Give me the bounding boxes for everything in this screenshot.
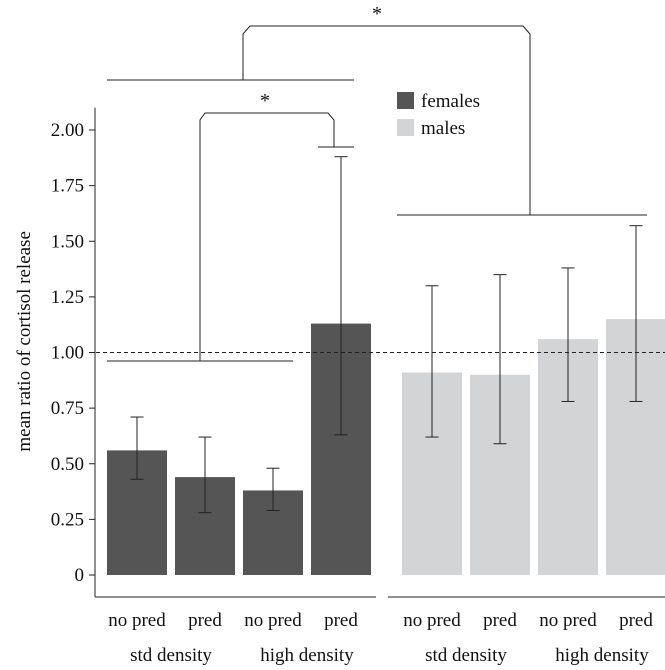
x-category-label: pred bbox=[188, 610, 222, 631]
legend-swatch-males bbox=[397, 119, 414, 136]
y-tick-label: 1.50 bbox=[51, 231, 84, 252]
x-category-label: no pred bbox=[108, 610, 166, 631]
legend-label-females: females bbox=[421, 91, 480, 112]
y-tick-label: 1.00 bbox=[51, 343, 84, 364]
x-group-label: high density bbox=[260, 645, 354, 666]
y-tick-label: 0.25 bbox=[51, 509, 84, 530]
x-group-label: std density bbox=[425, 645, 507, 666]
x-category-label: no pred bbox=[244, 610, 302, 631]
x-category-label: no pred bbox=[403, 610, 461, 631]
y-tick-label: 0 bbox=[75, 565, 85, 586]
x-category-label: no pred bbox=[539, 610, 597, 631]
y-tick-label: 1.25 bbox=[51, 287, 84, 308]
x-group-label: std density bbox=[130, 645, 212, 666]
y-axis-label: mean ratio of cortisol release bbox=[14, 231, 35, 452]
x-category-label: pred bbox=[483, 610, 517, 631]
x-category-label: pred bbox=[324, 610, 358, 631]
bracket-outer bbox=[243, 26, 530, 215]
y-tick-label: 2.00 bbox=[51, 120, 84, 141]
significance-mark: * bbox=[372, 3, 382, 25]
x-category-label: pred bbox=[619, 610, 653, 631]
x-group-label: high density bbox=[555, 645, 649, 666]
y-tick-label: 0.75 bbox=[51, 398, 84, 419]
y-tick-label: 0.50 bbox=[51, 454, 84, 475]
significance-mark: * bbox=[260, 90, 270, 112]
legend-label-males: males bbox=[421, 118, 465, 139]
y-tick-label: 1.75 bbox=[51, 176, 84, 197]
legend-swatch-females bbox=[397, 92, 414, 109]
